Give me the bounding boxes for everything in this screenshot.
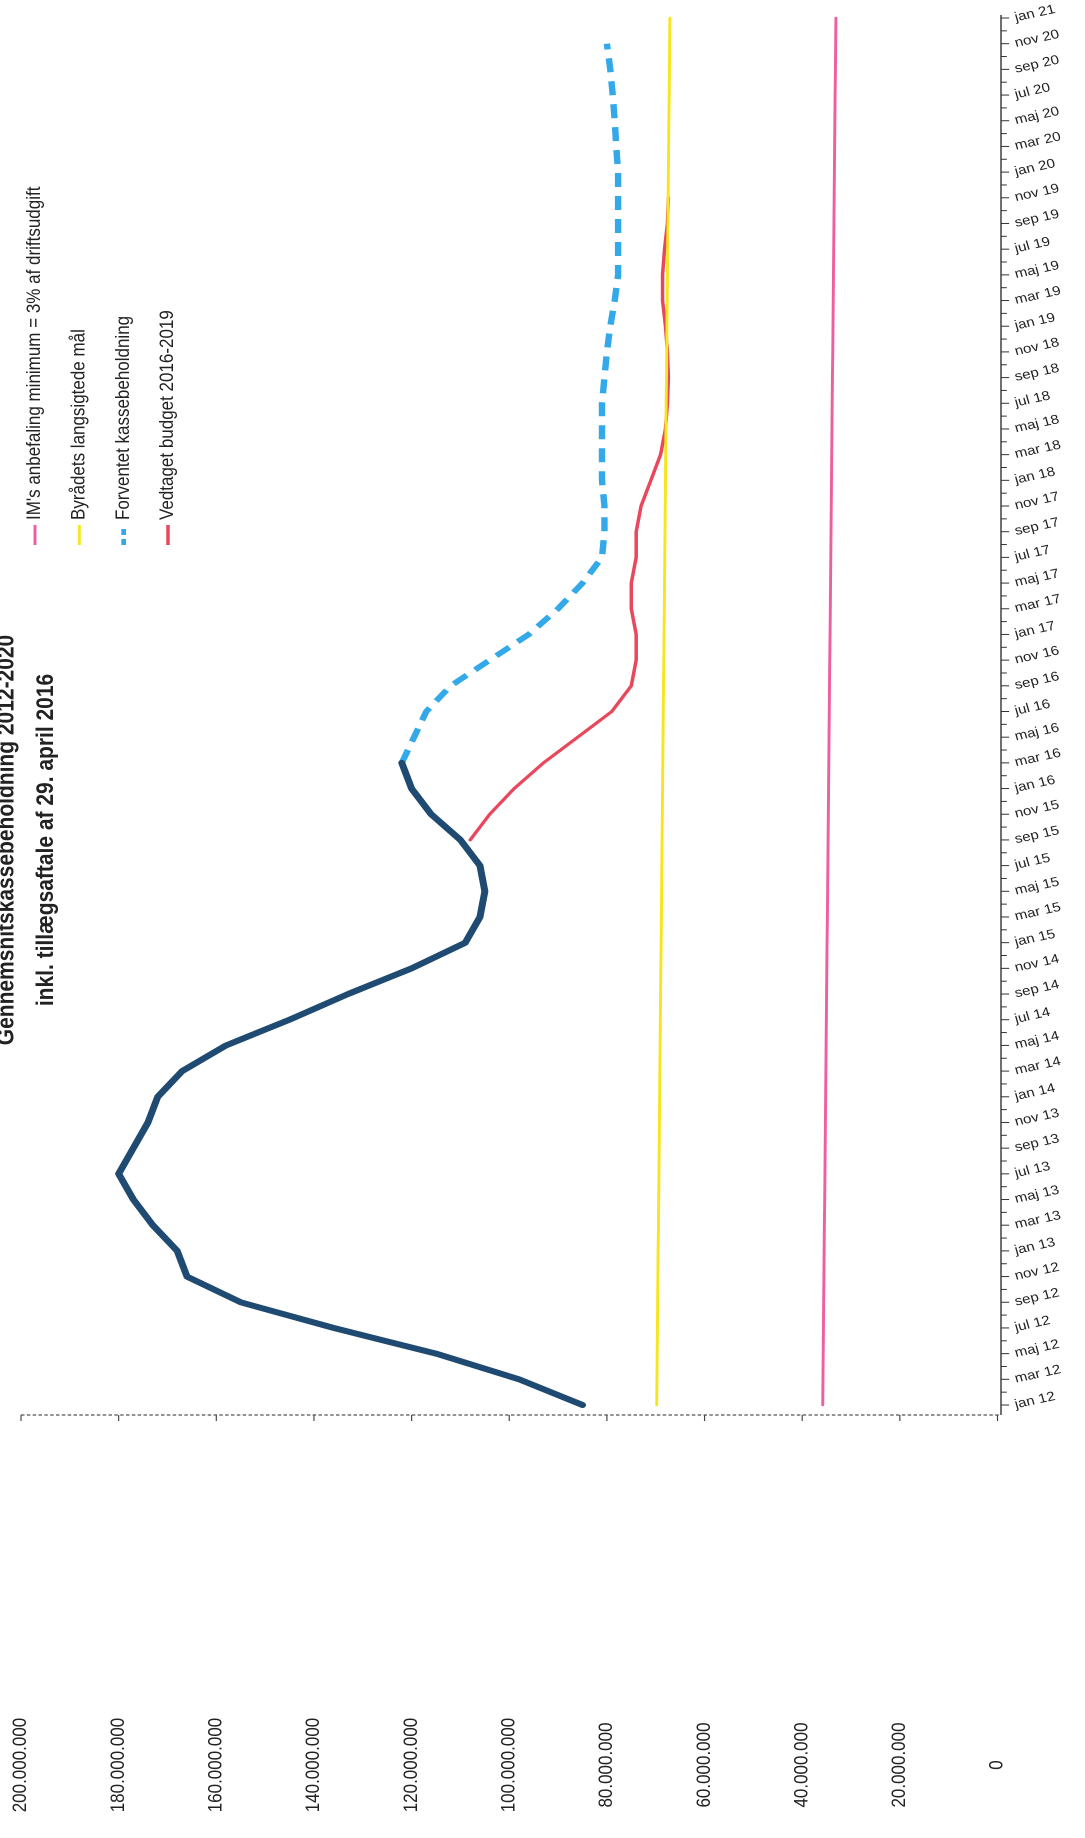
- x-tick-label: sep 15: [1013, 822, 1061, 846]
- data-line: [115, 759, 587, 1408]
- x-tick-label: maj 18: [1013, 411, 1061, 435]
- y-tick-label: 100.000.000: [496, 1718, 519, 1813]
- x-tick-label: sep 17: [1013, 514, 1061, 538]
- legend-label: Byrådets langsigtede mål: [66, 329, 89, 520]
- x-tick-label: jul 14: [1012, 1004, 1052, 1026]
- data-line: [398, 43, 622, 764]
- x-tick-label: nov 16: [1013, 642, 1061, 666]
- data-line: [821, 16, 838, 1407]
- x-tick-label: mar 15: [1013, 899, 1063, 923]
- x-tick-label: maj 19: [1013, 257, 1061, 281]
- y-tick-label: 60.000.000: [692, 1722, 715, 1807]
- x-tick-label: nov 15: [1013, 797, 1061, 821]
- data-line: [655, 16, 672, 1407]
- x-tick-label: jul 13: [1012, 1158, 1052, 1180]
- y-tick-label: 120.000.000: [399, 1718, 422, 1813]
- x-tick-label: mar 13: [1013, 1207, 1063, 1231]
- x-tick-label: mar 17: [1013, 591, 1063, 615]
- x-tick-label: jan 14: [1012, 1080, 1057, 1103]
- y-tick-label: 20.000.000: [887, 1722, 910, 1807]
- x-tick-label: nov 14: [1013, 951, 1061, 975]
- x-tick-label: maj 16: [1013, 719, 1061, 743]
- x-tick-label: jul 16: [1012, 696, 1052, 718]
- x-tick-label: maj 15: [1013, 874, 1061, 898]
- x-tick-label: jan 12: [1012, 1388, 1057, 1411]
- x-tick-label: jul 17: [1012, 542, 1052, 564]
- x-tick-label: sep 18: [1013, 360, 1061, 384]
- x-tick-label: sep 12: [1013, 1285, 1061, 1309]
- x-tick-label: jan 13: [1012, 1234, 1057, 1257]
- x-tick-label: mar 19: [1013, 282, 1063, 306]
- x-tick-label: jan 19: [1012, 309, 1057, 332]
- x-tick-label: jan 18: [1012, 463, 1057, 486]
- x-tick-label: jan 20: [1012, 155, 1057, 178]
- y-tick-label: 200.000.000: [8, 1718, 31, 1813]
- legend-label: IM's anbefaling minimum = 3% af driftsud…: [22, 187, 45, 520]
- x-tick-label: maj 14: [1013, 1028, 1061, 1052]
- x-tick-label: jan 15: [1012, 926, 1057, 949]
- chart-subtitle: inkl. tillægsaftale af 29. april 2016: [31, 674, 59, 1006]
- x-tick-label: maj 12: [1013, 1336, 1061, 1360]
- x-tick-label: sep 16: [1013, 668, 1061, 692]
- x-tick-label: nov 19: [1013, 180, 1061, 204]
- y-tick-label: 0: [984, 1760, 1007, 1769]
- x-tick-label: mar 16: [1013, 745, 1063, 769]
- x-tick-label: mar 12: [1013, 1361, 1063, 1385]
- x-tick-label: mar 20: [1013, 128, 1063, 152]
- x-tick-label: jan 21: [1012, 1, 1057, 24]
- y-tick-label: 140.000.000: [301, 1718, 324, 1813]
- y-tick-label: 180.000.000: [106, 1718, 129, 1813]
- x-tick-label: mar 14: [1013, 1053, 1063, 1077]
- x-tick-label: jan 16: [1012, 772, 1057, 795]
- y-tick-label: 80.000.000: [594, 1722, 617, 1807]
- y-tick-label: 40.000.000: [789, 1722, 812, 1807]
- legend-label: Vedtaget budget 2016-2019: [155, 310, 178, 520]
- x-tick-label: nov 12: [1013, 1259, 1061, 1283]
- x-tick-label: nov 20: [1013, 26, 1061, 50]
- chart-title: Gennemsnitskassebeholdning 2012-2020: [0, 635, 19, 1045]
- legend-label: Forventet kassebeholdning: [111, 316, 134, 520]
- x-tick-label: maj 20: [1013, 103, 1061, 127]
- x-tick-label: nov 13: [1013, 1105, 1061, 1129]
- x-tick-label: sep 20: [1013, 52, 1061, 76]
- rotated-chart: Gennemsnitskassebeholdning 2012-2020 ink…: [0, 1, 1063, 1812]
- x-tick-label: maj 17: [1013, 565, 1061, 589]
- x-tick-label: nov 17: [1013, 488, 1061, 512]
- x-tick-label: jul 20: [1012, 79, 1052, 101]
- data-line: [468, 196, 671, 842]
- x-tick-label: jul 15: [1012, 850, 1052, 872]
- x-tick-label: nov 18: [1013, 334, 1061, 358]
- x-tick-label: mar 18: [1013, 437, 1063, 461]
- y-tick-label: 160.000.000: [203, 1718, 226, 1813]
- x-tick-label: jul 18: [1012, 387, 1052, 409]
- x-tick-label: jul 12: [1012, 1312, 1052, 1334]
- x-tick-label: sep 14: [1013, 976, 1061, 1000]
- x-tick-label: sep 13: [1013, 1130, 1061, 1154]
- x-tick-label: jul 19: [1012, 233, 1052, 255]
- x-tick-label: jan 17: [1012, 618, 1057, 641]
- x-tick-label: sep 19: [1013, 206, 1061, 230]
- x-tick-label: maj 13: [1013, 1182, 1061, 1206]
